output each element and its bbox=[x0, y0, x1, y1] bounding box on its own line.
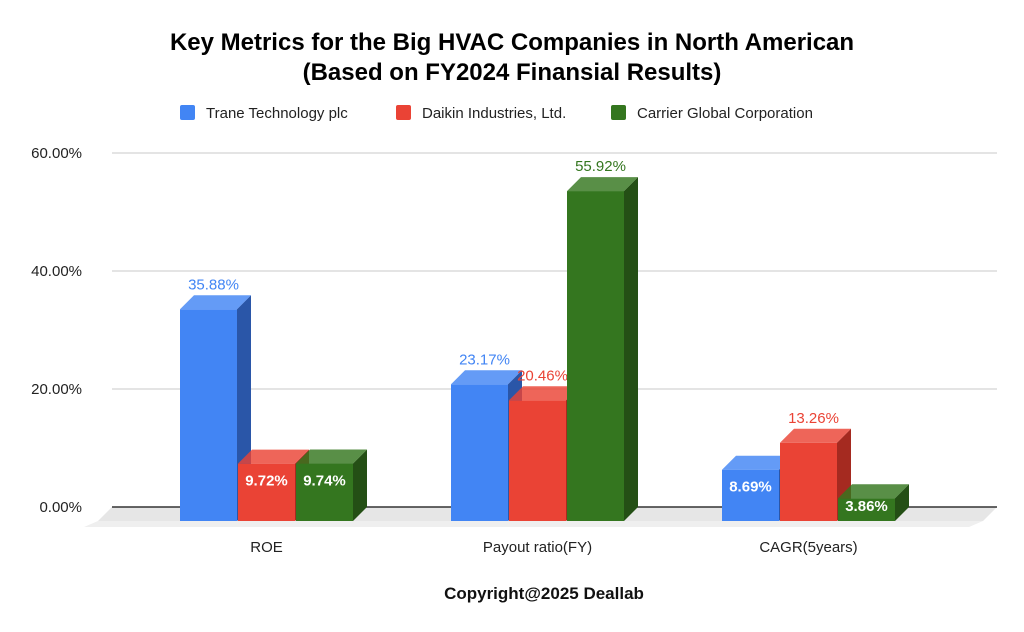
data-label: 8.69% bbox=[729, 479, 772, 496]
bar-top bbox=[838, 484, 909, 499]
bar-top bbox=[296, 449, 367, 464]
y-tick-label: 60.00% bbox=[31, 145, 82, 162]
bar-top bbox=[509, 386, 580, 401]
data-label: 23.17% bbox=[459, 351, 510, 368]
bar-top bbox=[722, 455, 793, 470]
bar-carrier-global-corporation: 9.74% bbox=[296, 449, 367, 521]
chart-title: Key Metrics for the Big HVAC Companies i… bbox=[170, 29, 854, 56]
category-labels: ROE Payout ratio(FY) CAGR(5years) bbox=[250, 539, 857, 556]
bar-trane-technology-plc: 8.69% bbox=[722, 455, 793, 521]
y-tick-label: 40.00% bbox=[31, 263, 82, 280]
bar-top bbox=[238, 449, 309, 464]
y-tick-label: 0.00% bbox=[39, 499, 82, 516]
bar-front bbox=[451, 384, 508, 521]
data-label: 55.92% bbox=[575, 158, 626, 175]
bar-front bbox=[838, 498, 895, 521]
floor-edge bbox=[84, 521, 983, 527]
category-label: Payout ratio(FY) bbox=[483, 539, 592, 556]
data-label: 35.88% bbox=[188, 276, 239, 293]
legend-swatch bbox=[180, 105, 195, 120]
data-label: 13.26% bbox=[788, 410, 839, 427]
bar-front bbox=[567, 191, 624, 521]
bars: 35.88% 9.72% 9.74% 23.17% 20.46% 55.92% 8.69% 1… bbox=[180, 158, 909, 521]
bar-side bbox=[895, 484, 909, 521]
bar-trane-technology-plc: 35.88% bbox=[180, 276, 251, 521]
legend-swatch bbox=[611, 105, 626, 120]
data-label: 9.72% bbox=[245, 473, 288, 490]
bar-front bbox=[296, 463, 353, 521]
bar-side bbox=[624, 177, 638, 521]
bar-front bbox=[722, 469, 779, 521]
data-label: 20.46% bbox=[517, 367, 568, 384]
y-tick-label: 20.00% bbox=[31, 381, 82, 398]
bar-front bbox=[509, 400, 566, 521]
legend-label: Daikin Industries, Ltd. bbox=[422, 105, 566, 122]
legend-label: Carrier Global Corporation bbox=[637, 105, 813, 122]
bar-front bbox=[238, 463, 295, 521]
bar-front bbox=[780, 442, 837, 521]
legend-label: Trane Technology plc bbox=[206, 105, 348, 122]
bar-top bbox=[451, 370, 522, 385]
bar-top bbox=[780, 428, 851, 443]
bar-top bbox=[180, 295, 251, 310]
category-label: CAGR(5years) bbox=[759, 539, 857, 556]
data-label: 9.74% bbox=[303, 473, 346, 490]
copyright-footer: Copyright@2025 Deallab bbox=[444, 584, 644, 603]
category-label: ROE bbox=[250, 539, 283, 556]
bar-top bbox=[567, 177, 638, 192]
bar-carrier-global-corporation: 55.92% bbox=[567, 158, 638, 521]
bar-front bbox=[180, 309, 237, 521]
legend: Trane Technology plc Daikin Industries, L… bbox=[180, 105, 813, 122]
chart-subtitle: (Based on FY2024 Finansial Results) bbox=[303, 59, 722, 86]
bar-carrier-global-corporation: 3.86% bbox=[838, 484, 909, 521]
data-label: 3.86% bbox=[845, 498, 888, 515]
legend-swatch bbox=[396, 105, 411, 120]
bar-side bbox=[353, 449, 367, 521]
